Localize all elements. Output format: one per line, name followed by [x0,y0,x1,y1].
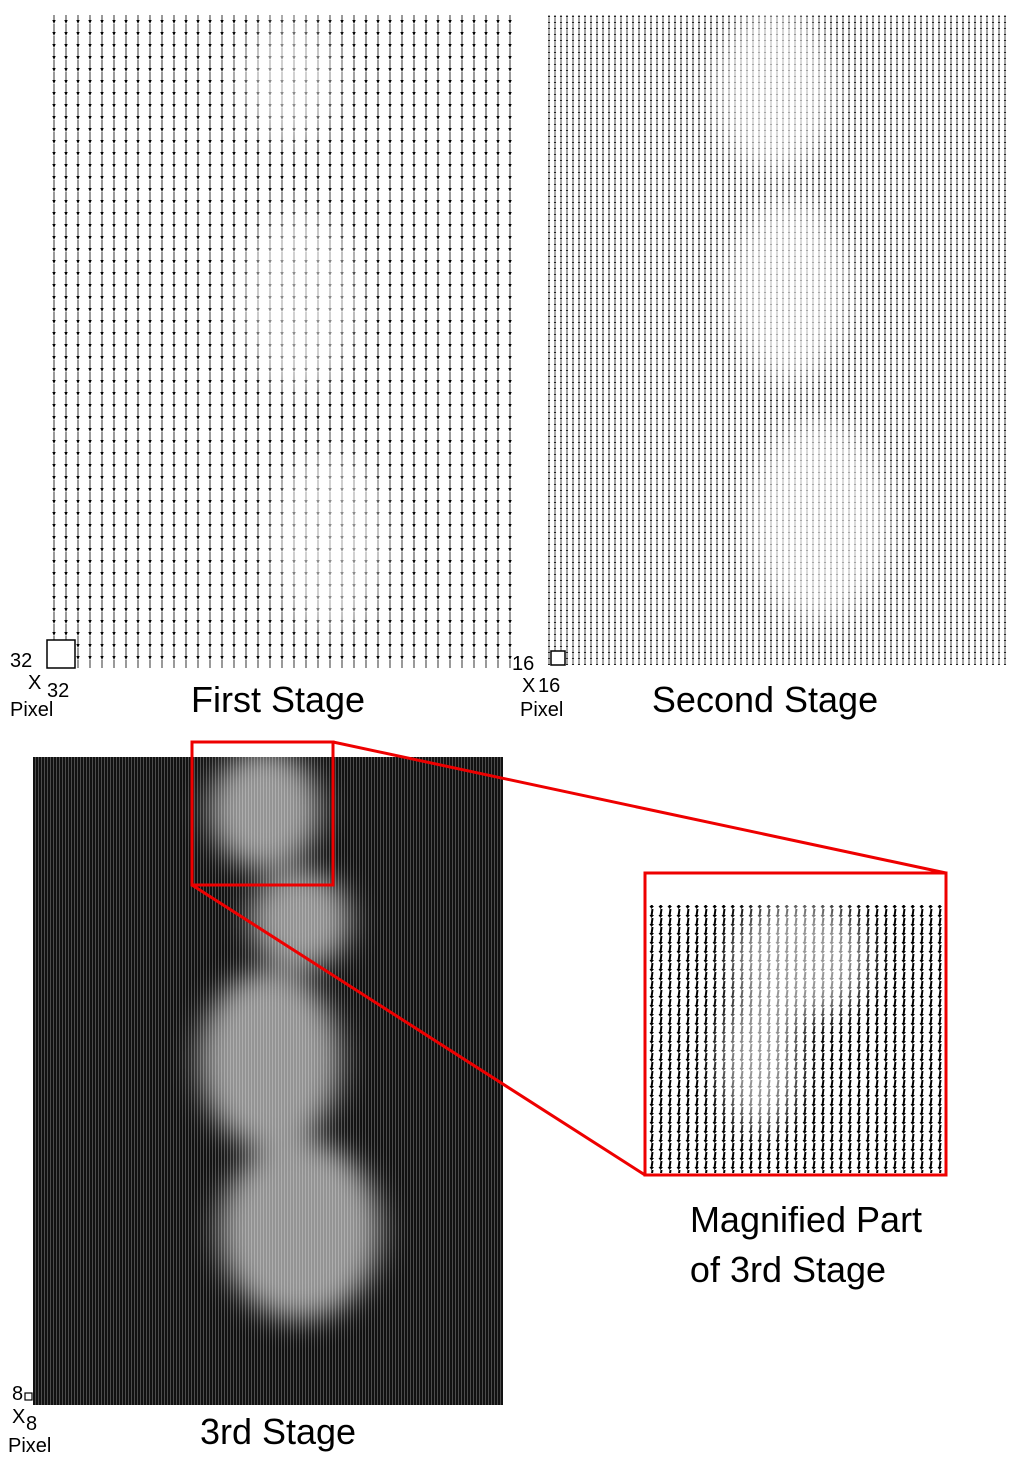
scale-size: 32 [10,650,32,672]
magnified-field [647,900,944,1173]
scale-size: 8 [26,1413,37,1435]
scale-unit: Pixel [8,1435,51,1457]
scale-size: 8 [12,1383,23,1405]
scale-box [47,640,75,668]
figure: 32 X 32 Pixel First Stage 16 X 16 Pixel … [0,0,1009,1459]
scale-box [551,651,565,665]
caption: Magnified Part [690,1199,922,1240]
vector-field-3 [33,750,503,1405]
scale-times: X [28,672,41,694]
scale-unit: Pixel [520,699,563,721]
caption: of 3rd Stage [690,1249,886,1290]
scale-size: 16 [512,653,534,675]
panel-title: Second Stage [652,679,878,720]
panel-title: First Stage [191,679,365,720]
scale-times: X [12,1406,25,1428]
vector-field-1 [48,15,512,668]
vector-field-2 [548,10,1009,665]
panel-title: 3rd Stage [200,1411,356,1452]
scale-size: 16 [538,675,560,697]
scale-box [25,1393,32,1400]
scale-times: X [522,675,535,697]
scale-unit: Pixel [10,699,53,721]
